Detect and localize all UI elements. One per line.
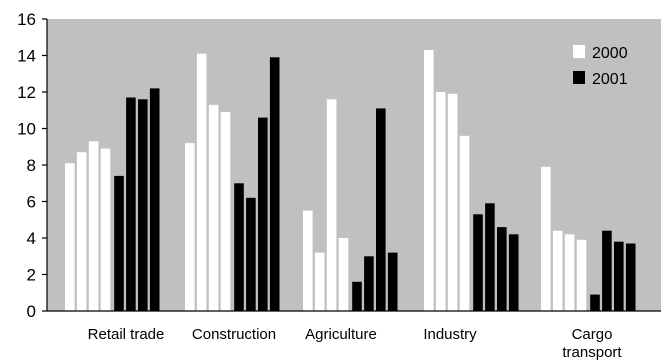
y-tick-label: 10	[17, 120, 36, 139]
bar-2000-4-2	[564, 234, 575, 311]
y-tick-label: 14	[17, 47, 36, 66]
bar-2001-2-0	[352, 281, 362, 311]
bar-2000-2-0	[303, 210, 313, 311]
bar-2001-3-3	[508, 234, 519, 311]
bar-2001-2-3	[387, 252, 398, 311]
y-tick-label: 6	[27, 193, 36, 212]
legend-label-2001: 2001	[592, 71, 628, 88]
legend: 2000 2001	[573, 45, 628, 88]
bar-2000-1-3	[220, 112, 231, 311]
x-axis-labels: Retail trade Construction Agriculture Indus…	[88, 326, 623, 360]
bar-2001-0-3	[149, 88, 160, 312]
bar-2000-0-0	[65, 163, 75, 311]
category-label: Construction	[192, 326, 276, 343]
bar-2001-4-3	[625, 243, 636, 311]
bar-2000-4-3	[576, 239, 587, 311]
bar-2001-2-2	[376, 108, 386, 312]
bar-2001-2-1	[364, 256, 374, 312]
bar-2001-4-1	[602, 230, 612, 311]
bars-layer	[65, 50, 636, 312]
bar-2000-2-3	[338, 238, 349, 311]
bar-2001-1-1	[246, 197, 256, 311]
bar-2000-3-3	[459, 135, 470, 311]
y-tick-label: 4	[27, 229, 36, 248]
legend-label-2000: 2000	[592, 45, 628, 62]
y-axis-ticks: 0 2 4 6 8 10 12 14 16	[17, 10, 47, 321]
bar-2001-4-2	[614, 241, 624, 311]
bar-2000-0-3	[100, 148, 111, 311]
y-tick-label: 12	[17, 83, 36, 102]
y-tick-label: 16	[17, 10, 36, 29]
bar-2000-0-2	[88, 141, 99, 311]
bar-2001-0-2	[138, 99, 148, 311]
bar-2001-1-2	[258, 117, 268, 311]
bar-2000-4-0	[541, 166, 551, 311]
legend-swatch-2001	[573, 71, 585, 84]
category-label: Retail trade	[88, 326, 165, 343]
bar-2000-1-2	[208, 104, 219, 311]
bar-2001-3-2	[497, 227, 507, 311]
y-tick-label: 2	[27, 266, 36, 285]
bar-2000-3-2	[447, 93, 458, 311]
bar-2001-3-0	[473, 214, 483, 311]
legend-swatch-2000	[573, 45, 585, 58]
y-tick-label: 0	[27, 302, 36, 321]
bar-2001-4-0	[590, 294, 600, 311]
category-label: transport	[562, 344, 622, 360]
bar-2001-0-0	[114, 175, 124, 311]
bar-2001-1-0	[234, 183, 244, 312]
category-label: Agriculture	[305, 326, 377, 343]
bar-2000-1-1	[196, 53, 207, 311]
bar-2001-1-3	[269, 57, 280, 311]
bar-2001-0-1	[126, 97, 136, 311]
bar-2000-2-1	[314, 252, 325, 311]
bar-2000-3-1	[435, 92, 446, 311]
bar-2001-3-1	[485, 203, 495, 311]
bar-2000-2-2	[326, 99, 337, 311]
category-label: Industry	[423, 326, 477, 343]
bar-2000-3-0	[424, 50, 434, 311]
category-label: Cargo	[572, 326, 613, 343]
y-tick-label: 8	[27, 156, 36, 175]
bar-2000-0-1	[76, 152, 87, 311]
bar-2000-1-0	[185, 143, 195, 311]
bar-2000-4-1	[552, 230, 563, 311]
